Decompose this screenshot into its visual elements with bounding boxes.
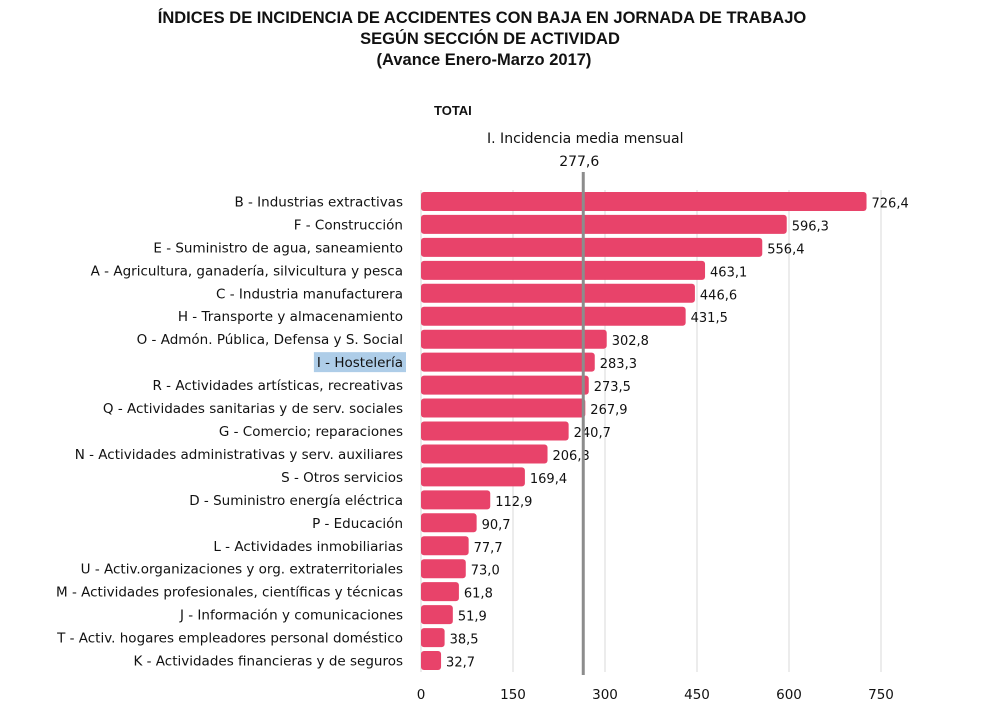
value-label-7: 283,3 — [600, 357, 637, 372]
chart-title-line-1: ÍNDICES DE INCIDENCIA DE ACCIDENTES CON … — [157, 9, 807, 27]
value-label-16: 73,0 — [471, 564, 500, 579]
bar-19 — [421, 628, 445, 648]
value-label-19: 38,5 — [450, 633, 479, 648]
category-label-8: R - Actividades artísticas, recreativas — [153, 378, 404, 394]
bar-7 — [421, 352, 595, 372]
category-label-3: A - Agricultura, ganadería, silvicultura… — [91, 263, 403, 279]
category-label-12: S - Otros servicios — [281, 470, 403, 486]
reference-line-label: I. Incidencia media mensual — [487, 131, 683, 147]
value-label-12: 169,4 — [530, 472, 567, 487]
category-label-2: E - Suministro de agua, saneamiento — [153, 240, 403, 256]
category-label-6: O - Admón. Pública, Defensa y S. Social — [137, 332, 403, 348]
x-tick-label-300: 300 — [592, 687, 618, 703]
bar-17 — [421, 582, 459, 602]
bar-15 — [421, 536, 469, 556]
value-label-18: 51,9 — [458, 610, 487, 625]
x-tick-label-750: 750 — [868, 687, 894, 703]
bar-3 — [421, 260, 706, 280]
bar-10 — [421, 421, 569, 441]
bar-20 — [421, 651, 442, 671]
category-label-18: J - Información y comunicaciones — [179, 608, 403, 624]
bar-1 — [421, 214, 787, 234]
value-label-6: 302,8 — [612, 334, 649, 349]
value-label-11: 206,3 — [553, 449, 590, 464]
category-label-14: P - Educación — [312, 516, 403, 532]
bar-13 — [421, 490, 491, 510]
category-label-20: K - Actividades financieras y de seguros — [133, 654, 403, 670]
value-label-13: 112,9 — [495, 495, 532, 510]
bar-2 — [421, 237, 763, 257]
bar-5 — [421, 306, 686, 326]
chart-subtitle: TOTAI — [434, 103, 472, 118]
category-label-7: I - Hostelería — [317, 355, 403, 371]
category-label-11: N - Actividades administrativas y serv. … — [75, 447, 403, 463]
category-label-19: T - Activ. hogares empleadores personal … — [56, 631, 403, 647]
category-label-15: L - Actividades inmobiliarias — [213, 539, 403, 555]
value-label-20: 32,7 — [446, 656, 475, 671]
category-label-4: C - Industria manufacturera — [216, 286, 403, 302]
bar-0 — [421, 191, 867, 211]
value-label-3: 463,1 — [710, 265, 747, 280]
bar-18 — [421, 605, 453, 625]
chart-title-line-3: (Avance Enero-Marzo 2017) — [376, 51, 592, 69]
value-label-10: 240,7 — [574, 426, 611, 441]
value-label-2: 556,4 — [767, 242, 804, 257]
value-label-14: 90,7 — [482, 518, 511, 533]
bar-8 — [421, 375, 589, 395]
value-label-9: 267,9 — [590, 403, 627, 418]
value-label-5: 431,5 — [691, 311, 728, 326]
bar-4 — [421, 283, 695, 303]
bar-16 — [421, 559, 466, 579]
chart-title-line-2: SEGÚN SECCIÓN DE ACTIVIDAD — [360, 30, 620, 48]
category-label-16: U - Activ.organizaciones y org. extrater… — [81, 562, 403, 578]
chart-title: ÍNDICES DE INCIDENCIA DE ACCIDENTES CON … — [0, 8, 984, 71]
category-label-1: F - Construcción — [294, 217, 403, 233]
value-label-0: 726,4 — [872, 196, 909, 211]
bar-14 — [421, 513, 477, 533]
bar-6 — [421, 329, 607, 349]
category-label-0: B - Industrias extractivas — [234, 194, 403, 210]
value-label-4: 446,6 — [700, 288, 737, 303]
category-label-5: H - Transporte y almacenamiento — [178, 309, 403, 325]
bar-11 — [421, 444, 548, 464]
x-tick-label-0: 0 — [417, 687, 426, 703]
reference-line-value: 277,6 — [559, 154, 599, 170]
bar-9 — [421, 398, 586, 418]
value-label-8: 273,5 — [594, 380, 631, 395]
x-tick-label-450: 450 — [684, 687, 710, 703]
bar-12 — [421, 467, 525, 487]
category-label-13: D - Suministro energía eléctrica — [189, 493, 403, 509]
x-tick-label-600: 600 — [776, 687, 802, 703]
x-tick-label-150: 150 — [500, 687, 526, 703]
category-highlight — [313, 352, 406, 373]
category-label-9: Q - Actividades sanitarias y de serv. so… — [103, 401, 403, 417]
value-label-1: 596,3 — [792, 219, 829, 234]
category-label-10: G - Comercio; reparaciones — [219, 424, 403, 440]
value-label-17: 61,8 — [464, 587, 493, 602]
value-label-15: 77,7 — [474, 541, 503, 556]
category-label-17: M - Actividades profesionales, científic… — [56, 585, 403, 601]
